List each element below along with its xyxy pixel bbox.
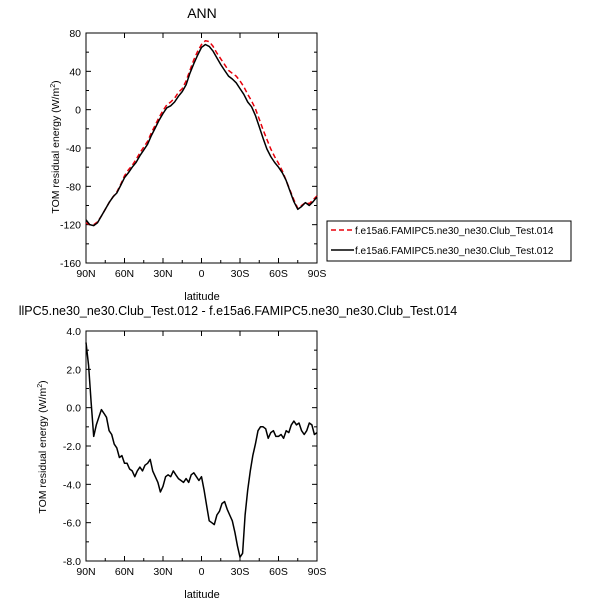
bottom-x-axis-label: latitude (184, 589, 219, 601)
top-chart: ANN 90N 60N 30N 0 30S 60S 90S 80 40 0 -40 -80 -120 -1… (50, 5, 572, 303)
top-y-tick-label: -120 (60, 220, 81, 232)
bottom-series-line-0 (85, 342, 318, 558)
top-chart-title: ANN (187, 5, 217, 21)
top-plot-frame (85, 32, 318, 264)
bottom-x-tick-label: 90N (76, 566, 95, 578)
bottom-x-tick-label: 30N (153, 566, 172, 578)
top-x-tick-label: 90N (76, 268, 95, 280)
bottom-y-tick-label: 4.0 (66, 326, 81, 338)
bottom-y-tick-label: -6.0 (63, 518, 81, 530)
top-x-tick-label: 60S (269, 268, 288, 280)
bottom-y-tick-label: -4.0 (63, 479, 81, 491)
top-x-tick-label: 60N (115, 268, 134, 280)
top-y-tick-label: 0 (75, 105, 81, 117)
top-y-tick-label: 40 (69, 66, 81, 78)
top-plot-area: 90N 60N 30N 0 30S 60S 90S 80 40 0 -40 -80 -120 -160 (60, 28, 326, 280)
bottom-y-tick-label: 2.0 (66, 364, 81, 376)
top-x-tick-label: 0 (199, 268, 205, 280)
bottom-plot-area: 90N 60N 30N 0 30S 60S 90S 4.0 2.0 0.0 -2.0 -4.0 -6.0… (63, 326, 326, 578)
top-y-tick-label: -40 (66, 143, 81, 155)
top-series-line-0 (85, 39, 318, 226)
top-series-line-1 (85, 43, 318, 227)
bottom-y-axis-label: TOM residual energy (W/m2) (37, 380, 49, 513)
legend-box (326, 220, 572, 262)
legend-label-test-012: f.e15a6.FAMIPC5.ne30_ne30.Club_Test.012 (355, 246, 554, 257)
bottom-chart-title: llPC5.ne30_ne30.Club_Test.012 - f.e15a6.… (19, 304, 458, 318)
bottom-x-tick-label: 30S (231, 566, 250, 578)
top-y-tick-label: -80 (66, 181, 81, 193)
legend: f.e15a6.FAMIPC5.ne30_ne30.Club_Test.014 … (326, 220, 572, 262)
top-y-tick-label: 80 (69, 28, 81, 40)
top-x-axis-label: latitude (184, 291, 219, 303)
bottom-x-tick-label: 60S (269, 566, 288, 578)
top-y-axis-label: TOM residual energy (W/m2) (50, 80, 62, 213)
bottom-y-tick-label: 0.0 (66, 403, 81, 415)
bottom-y-tick-label: -8.0 (63, 556, 81, 568)
bottom-y-tick-label: -2.0 (63, 441, 81, 453)
legend-label-test-014: f.e15a6.FAMIPC5.ne30_ne30.Club_Test.014 (355, 226, 554, 237)
top-y-tick-label: -160 (60, 258, 81, 270)
bottom-plot-frame (85, 330, 318, 562)
bottom-x-tick-label: 60N (115, 566, 134, 578)
bottom-chart: llPC5.ne30_ne30.Club_Test.012 - f.e15a6.… (19, 304, 458, 601)
top-x-tick-label: 30N (153, 268, 172, 280)
top-x-tick-label: 30S (231, 268, 250, 280)
bottom-x-tick-label: 90S (308, 566, 327, 578)
bottom-x-tick-label: 0 (199, 566, 205, 578)
top-x-tick-label: 90S (308, 268, 327, 280)
